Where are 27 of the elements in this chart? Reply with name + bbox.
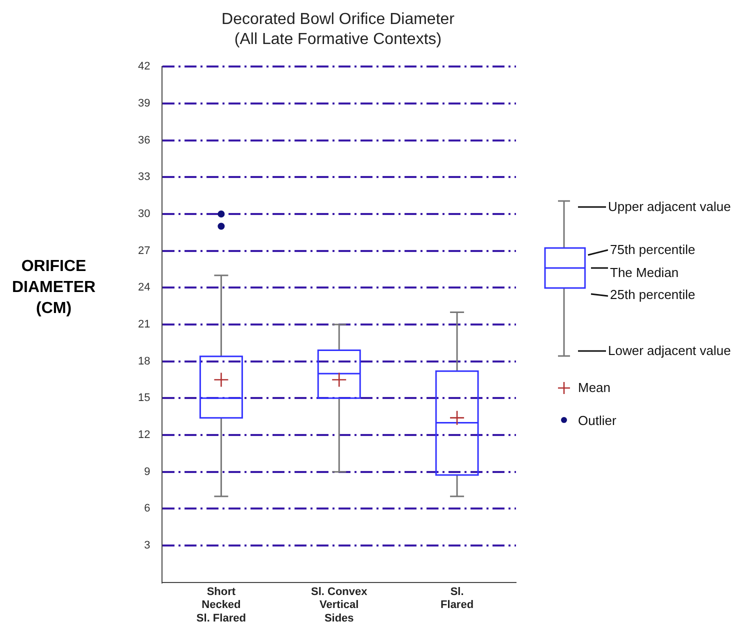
y-tick-label: 21 bbox=[138, 318, 150, 331]
y-tick-label: 36 bbox=[138, 134, 150, 146]
y-tick-label: 39 bbox=[138, 97, 150, 110]
x-tick-label: Sl. Convex Vertical Sides bbox=[310, 586, 368, 623]
y-tick-label: 42 bbox=[138, 60, 150, 73]
y-tick-label: 15 bbox=[138, 392, 150, 404]
text: Outlier bbox=[578, 413, 616, 428]
text: 75th percentile bbox=[610, 242, 696, 257]
chart-subtitle: (All Late Formative Contexts) bbox=[233, 30, 443, 50]
text: Lower adjacent value bbox=[608, 343, 731, 358]
text: The Median bbox=[610, 265, 679, 280]
chart-title: Decorated Bowl Orifice Diameter bbox=[220, 10, 456, 30]
y-tick-label: 24 bbox=[138, 282, 150, 294]
y-axis-title: ORIFICE DIAMETER (CM) bbox=[12, 257, 96, 319]
x-tick-label: Short Necked Sl. Flared bbox=[196, 586, 246, 623]
text: 25th percentile bbox=[610, 287, 696, 302]
text: Mean bbox=[578, 380, 611, 395]
x-tick-label: Sl. Flared bbox=[440, 586, 474, 612]
y-tick-label: 27 bbox=[138, 244, 150, 257]
y-tick-label: 12 bbox=[138, 429, 150, 442]
y-tick-label: 30 bbox=[138, 208, 150, 220]
y-tick-label: 33 bbox=[138, 171, 150, 184]
y-tick-label: 6 bbox=[144, 502, 150, 515]
text: Upper adjacent value bbox=[608, 199, 731, 214]
y-tick-label: 18 bbox=[138, 355, 150, 368]
y-tick-label: 9 bbox=[144, 466, 150, 478]
y-tick-label: 3 bbox=[144, 540, 150, 552]
